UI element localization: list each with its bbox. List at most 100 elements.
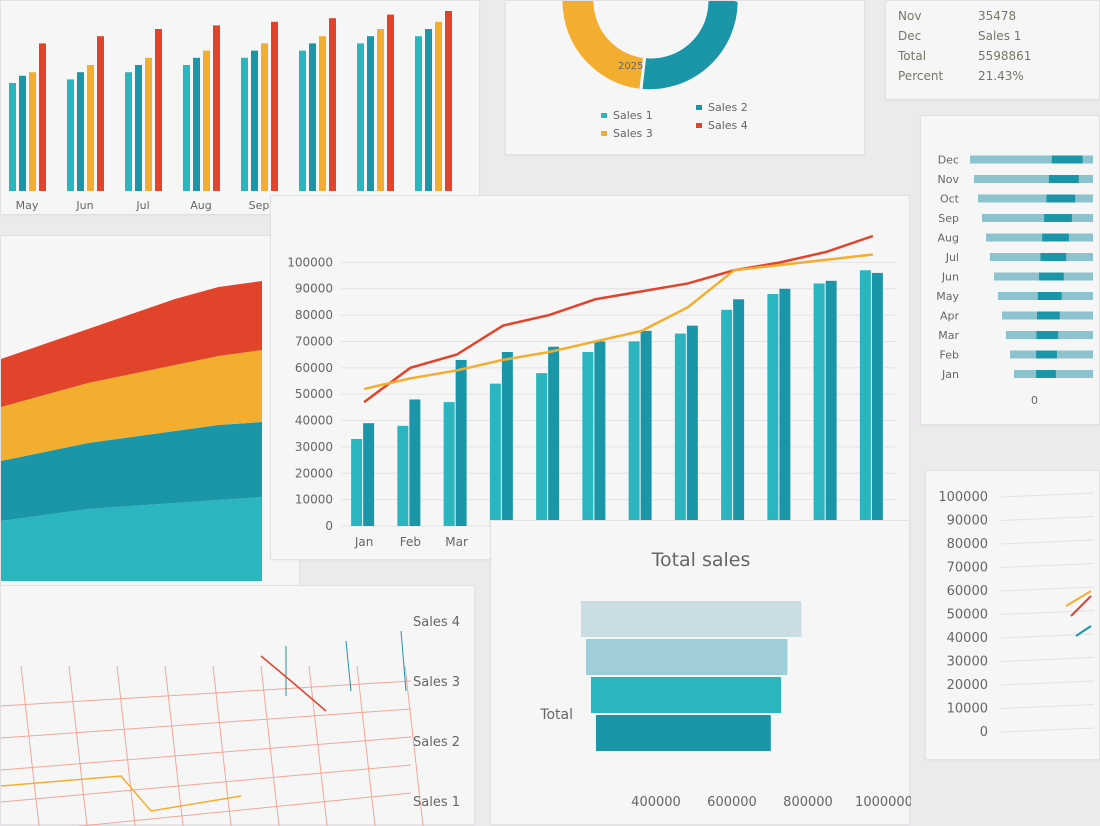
y-tick-label: Nov [938, 173, 960, 186]
bar-segment [1036, 370, 1056, 378]
bar [77, 72, 84, 191]
bar [125, 72, 132, 191]
legend-label: Sales 1 [613, 109, 653, 122]
bar [241, 57, 248, 191]
bar [377, 29, 384, 191]
gridline [1000, 704, 1095, 709]
bar [387, 14, 394, 191]
row-label: Nov [898, 9, 922, 23]
bar [213, 25, 220, 192]
gridline [1, 764, 412, 803]
row-value: 5598861 [978, 49, 1032, 63]
bar [135, 65, 142, 191]
x-tick-label: 1000000 [855, 795, 911, 810]
total-sales-chart: Total sales Total 400000 600000 800000 100000… [539, 549, 911, 810]
x-tick-label: Mar [445, 535, 468, 549]
donut-slice [639, 1, 741, 93]
gridline [212, 665, 232, 826]
legend-label: Sales 3 [413, 675, 460, 690]
bar [594, 341, 606, 526]
bar [455, 359, 467, 526]
gridline [1000, 516, 1095, 521]
gridline [1000, 492, 1095, 498]
y-tick-label: Oct [940, 193, 960, 206]
bar [19, 75, 26, 191]
legend-swatch [601, 113, 607, 118]
y-tick-label: 60000 [295, 361, 333, 375]
bar [145, 57, 152, 191]
bar [825, 280, 837, 526]
bar [39, 43, 46, 192]
gridline [356, 665, 376, 826]
series-line [363, 234, 874, 404]
gridline [1000, 610, 1095, 615]
gridline [404, 665, 424, 826]
legend-swatch [696, 123, 702, 128]
gridline [20, 665, 40, 826]
gridline [1000, 586, 1095, 592]
right-hbar-panel: Jan Feb Mar Apr May Jun Jul Aug Sep Oct Nov Dec 0 [920, 115, 1100, 425]
y-tick-label: 100000 [938, 490, 988, 505]
area-band [1, 497, 262, 581]
bar [982, 214, 1093, 222]
y-tick-label: Total [539, 707, 573, 723]
row-label: Total [898, 49, 927, 63]
bar [536, 373, 548, 526]
y-tick-label: Feb [940, 349, 959, 362]
combo-panel: 0 10000 20000 30000 40000 50000 60000 70000 8000… [270, 195, 910, 560]
gridline [75, 792, 412, 826]
x-tick-label: 800000 [783, 795, 833, 810]
gridline [164, 665, 184, 826]
gridline [1, 736, 412, 771]
y-tick-label: Dec [938, 154, 959, 167]
bar [489, 383, 501, 526]
bar [351, 439, 363, 526]
series-line [1070, 595, 1092, 617]
bar [203, 50, 210, 191]
y-tick-label: 70000 [295, 334, 333, 348]
area-band [1, 422, 262, 521]
y-tick-label: Jul [945, 251, 959, 264]
gridline [308, 665, 328, 826]
series-line [1075, 625, 1092, 637]
chart-title: Total sales [651, 549, 751, 571]
right-hbar-chart: Jan Feb Mar Apr May Jun Jul Aug Sep Oct Nov Dec 0 [936, 154, 1093, 407]
legend-label: Sales 1 [413, 795, 460, 810]
x-tick-label: Jan [354, 535, 374, 549]
series-line [1065, 590, 1092, 607]
x-tick-label: Jul [135, 199, 149, 212]
y-tick-label: Mar [938, 329, 959, 342]
bar [329, 18, 336, 192]
x-tick-label: Jun [75, 199, 93, 212]
bar-segment [1042, 233, 1069, 242]
bar [435, 21, 442, 191]
x-tick-label: Aug [190, 199, 211, 212]
summary-table: Nov 35478 Dec Sales 1 Total 5598861 Percent… [898, 9, 1068, 83]
y-tick-label: 50000 [295, 387, 333, 401]
y-tick-label: 40000 [947, 631, 988, 646]
legend-label: Sales 4 [413, 615, 460, 630]
y-tick-label: 50000 [947, 608, 988, 623]
legend-swatch [601, 131, 607, 136]
gridline [1000, 563, 1095, 568]
gridline [1000, 657, 1095, 662]
y-tick-label: 20000 [947, 678, 988, 693]
bar [733, 299, 745, 526]
bar [425, 29, 432, 191]
legend-label: Sales 2 [413, 735, 460, 750]
x-tick-label: Sep [249, 199, 270, 212]
bar [251, 50, 258, 191]
row-label: Dec [898, 29, 922, 43]
bar-segment [1037, 292, 1062, 300]
bar-segment [1040, 253, 1067, 261]
bar [974, 175, 1093, 183]
y-tick-label: Aug [938, 232, 959, 245]
bar [415, 36, 422, 192]
bar [261, 43, 268, 192]
y-tick-label: Jan [941, 368, 959, 381]
bar [445, 11, 452, 191]
gridline [260, 665, 280, 826]
